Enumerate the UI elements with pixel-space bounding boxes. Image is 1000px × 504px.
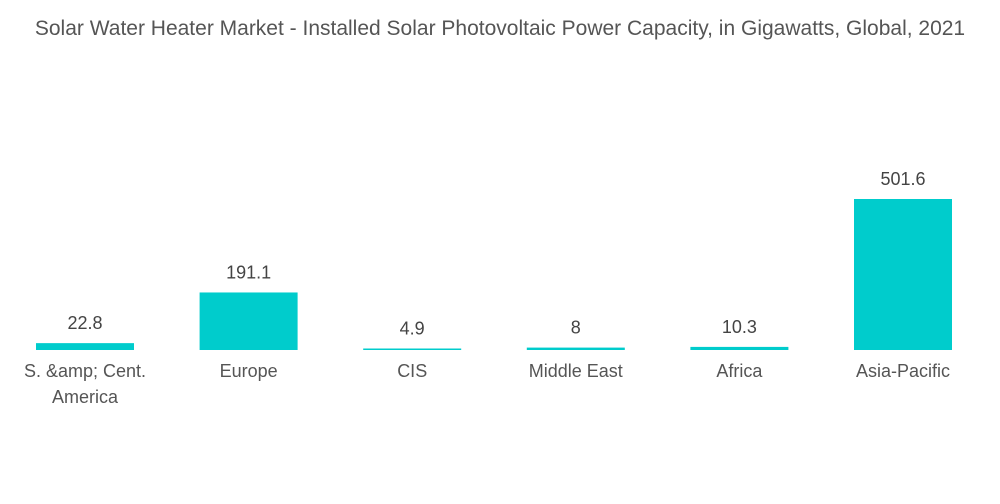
bar [363, 348, 462, 350]
category-label: Europe [220, 361, 278, 381]
data-label: 8 [571, 318, 581, 338]
bar [690, 346, 789, 350]
bar [199, 292, 298, 350]
category-label: S. &amp; Cent. [24, 361, 146, 381]
category-label: Africa [716, 361, 763, 381]
data-label: 22.8 [67, 313, 102, 333]
bar [526, 347, 625, 350]
category-label: CIS [397, 361, 427, 381]
data-label: 4.9 [400, 319, 425, 339]
chart-title: Solar Water Heater Market - Installed So… [34, 17, 966, 40]
data-label: 501.6 [880, 169, 925, 189]
bar [36, 343, 134, 350]
category-label: Asia-Pacific [856, 361, 950, 381]
bar [854, 199, 952, 350]
data-label: 191.1 [226, 262, 271, 282]
data-label: 10.3 [722, 317, 757, 337]
category-label: Middle East [529, 361, 623, 381]
category-label: America [52, 387, 119, 407]
